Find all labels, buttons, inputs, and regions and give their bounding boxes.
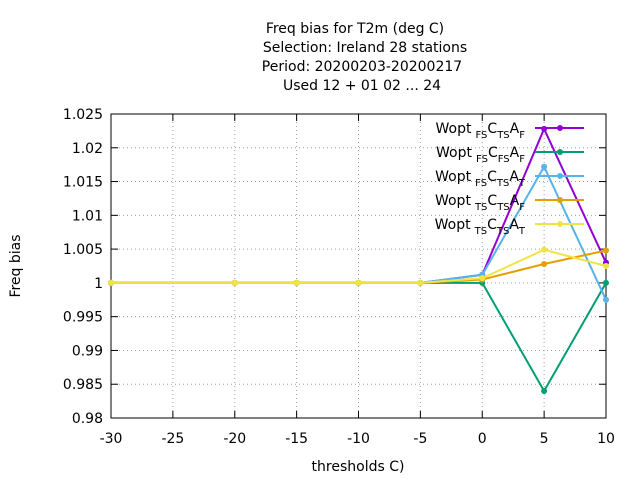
x-tick-label: -5: [413, 431, 427, 447]
y-tick-label: 1.005: [63, 242, 103, 258]
legend-entry-2: Wopt FSCFSAF: [436, 145, 584, 165]
legend-entry-4: Wopt TSCTSAF: [435, 193, 584, 213]
legend-subscript: F: [519, 202, 525, 213]
data-point: [293, 279, 300, 286]
legend-entry-3: Wopt FSCTSAT: [435, 169, 584, 189]
data-point: [231, 279, 238, 286]
data-point: [541, 163, 548, 170]
data-point: [603, 247, 609, 254]
x-tick-label: -15: [285, 431, 308, 447]
x-tick-label: -30: [100, 431, 123, 447]
legend-entry-5: Wopt TSCTSAT: [435, 217, 584, 237]
y-tick-label: 1.025: [63, 107, 103, 123]
legend-subscript: F: [519, 154, 525, 165]
y-tick-label: 1: [94, 276, 103, 292]
legend-subscript: T: [518, 226, 526, 237]
legend-marker: [557, 149, 563, 155]
legend-text: Wopt: [435, 169, 471, 185]
legend-label: Wopt TSCTSAF: [435, 193, 525, 213]
legend-subscript: FS: [476, 154, 488, 165]
legend-label: Wopt TSCTSAT: [435, 217, 526, 237]
legend-text: Wopt: [435, 193, 471, 209]
legend-subscript: TS: [496, 178, 509, 189]
y-tick-label: 1.01: [72, 208, 103, 224]
series-2: [108, 279, 609, 394]
legend-marker: [557, 197, 563, 203]
legend-text: C: [487, 121, 497, 137]
legend-text: A: [510, 145, 520, 161]
title-line-1: Freq bias for T2m (deg C): [266, 21, 444, 37]
legend-entry-1: Wopt FSCTSAF: [436, 121, 584, 141]
axis-ticks: -30 -25 -20 -15 -10 -5 0 5 10 0.98 0.985 0.99 0.995 1…: [63, 107, 615, 447]
legend-text: C: [487, 193, 497, 209]
legend-subscript: FS: [475, 130, 487, 141]
y-axis-label: Freq bias: [8, 234, 24, 297]
legend-marker: [557, 173, 563, 179]
legend-subscript: TS: [496, 202, 509, 213]
x-tick-label: -10: [347, 431, 370, 447]
legend-text: Wopt: [435, 217, 471, 233]
data-point: [355, 279, 362, 286]
y-tick-label: 0.995: [63, 310, 103, 326]
data-point: [417, 279, 424, 286]
data-point: [108, 279, 114, 286]
legend-text: A: [510, 121, 520, 137]
legend-subscript: FS: [498, 154, 510, 165]
data-point: [479, 275, 486, 282]
legend-label: Wopt FSCTSAT: [435, 169, 526, 189]
legend-text: C: [488, 145, 498, 161]
series-line: [111, 248, 607, 284]
legend-subscript: TS: [496, 226, 509, 237]
data-point: [603, 279, 609, 286]
x-tick-label: 5: [540, 431, 549, 447]
series-line: [111, 126, 607, 284]
legend-subscript: TS: [474, 202, 487, 213]
data-point: [541, 246, 548, 253]
y-tick-label: 1.015: [63, 175, 103, 191]
legend-label: Wopt FSCTSAF: [436, 121, 526, 141]
series-5: [108, 246, 609, 286]
legend-label: Wopt FSCFSAF: [436, 145, 525, 165]
y-tick-label: 1.02: [72, 141, 103, 157]
data-point: [603, 296, 609, 303]
legend-subscript: F: [519, 130, 525, 141]
legend-subscript: FS: [475, 178, 487, 189]
legend-text: A: [509, 217, 519, 233]
series-1: [108, 125, 609, 286]
legend-text: Wopt: [436, 145, 472, 161]
x-tick-label: 0: [478, 431, 487, 447]
x-tick-label: 10: [597, 431, 615, 447]
legend-subscript: TS: [474, 226, 487, 237]
x-tick-label: -20: [223, 431, 246, 447]
data-point: [541, 260, 548, 267]
data-point: [603, 263, 609, 269]
y-tick-label: 0.98: [72, 411, 103, 427]
legend-marker: [557, 125, 563, 131]
series-layer: [108, 125, 609, 394]
legend-text: Wopt: [436, 121, 472, 137]
legend-marker: [557, 221, 563, 227]
data-point: [541, 387, 548, 394]
legend-text: A: [510, 193, 520, 209]
chart-title: Freq bias for T2m (deg C) Selection: Ire…: [262, 21, 467, 94]
legend-subscript: T: [518, 178, 526, 189]
x-tick-label: -25: [161, 431, 184, 447]
y-tick-label: 0.99: [72, 343, 103, 359]
legend-text: C: [487, 217, 497, 233]
x-axis-label: thresholds C): [312, 459, 405, 475]
legend-text: A: [509, 169, 519, 185]
title-line-2: Selection: Ireland 28 stations: [263, 40, 467, 56]
y-tick-label: 0.985: [63, 377, 103, 393]
legend-text: C: [487, 169, 497, 185]
title-line-4: Used 12 + 01 02 ... 24: [283, 78, 441, 94]
legend-subscript: TS: [496, 130, 509, 141]
title-line-3: Period: 20200203-20200217: [262, 59, 462, 75]
